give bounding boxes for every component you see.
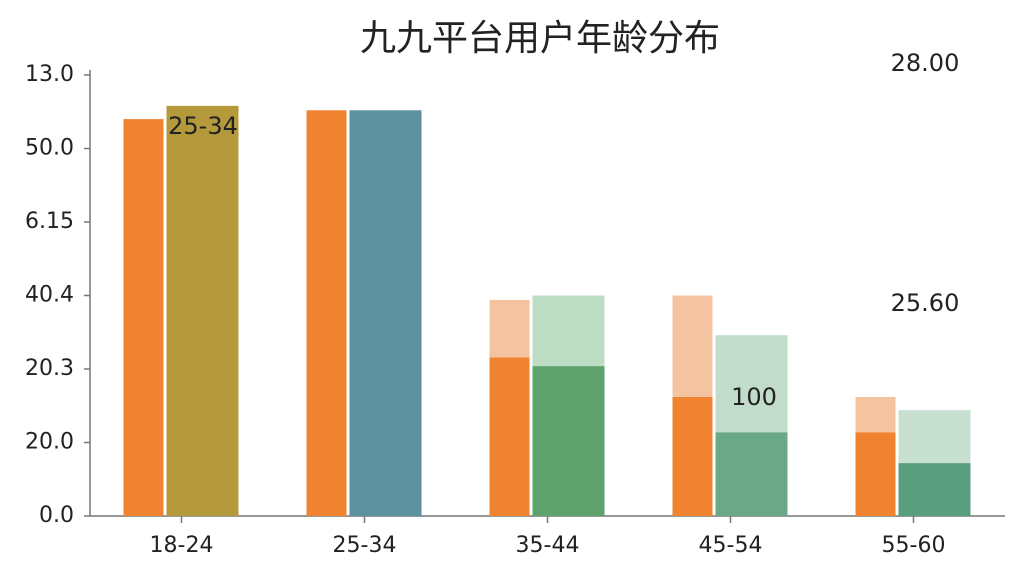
- bar: [672, 396, 713, 516]
- y-tick-label: 20.3: [25, 356, 74, 381]
- y-tick-label: 6.15: [25, 209, 74, 234]
- annotation: 100: [731, 383, 777, 411]
- bar: [855, 396, 896, 433]
- bar: [349, 110, 422, 516]
- bar: [489, 299, 530, 358]
- bar: [715, 335, 788, 433]
- bar: [672, 295, 713, 397]
- y-tick-label: 13.0: [25, 62, 74, 87]
- bar: [166, 105, 239, 517]
- annotation: 28.00: [891, 49, 960, 77]
- chart-title: 九九平台用户年龄分布: [360, 18, 720, 59]
- bar: [123, 119, 164, 516]
- x-tick-label: 18-24: [150, 533, 214, 558]
- y-tick-label: 50.0: [25, 136, 74, 161]
- x-tick-label: 25-34: [333, 533, 397, 558]
- y-tick-label: 40.4: [25, 283, 74, 308]
- x-tick-label: 45-54: [699, 533, 763, 558]
- bar: [898, 463, 971, 516]
- annotation: 25-34: [168, 112, 238, 140]
- annotation: 25.60: [891, 289, 960, 317]
- y-tick-label: 20.0: [25, 430, 74, 455]
- y-tick-label: 0.0: [39, 503, 74, 528]
- bar: [898, 410, 971, 464]
- x-tick-label: 55-60: [882, 533, 946, 558]
- bar: [532, 366, 605, 516]
- bar: [489, 357, 530, 516]
- bar: [715, 432, 788, 516]
- bar: [532, 295, 605, 367]
- x-tick-label: 35-44: [516, 533, 580, 558]
- bar: [855, 432, 896, 516]
- bar: [306, 110, 347, 516]
